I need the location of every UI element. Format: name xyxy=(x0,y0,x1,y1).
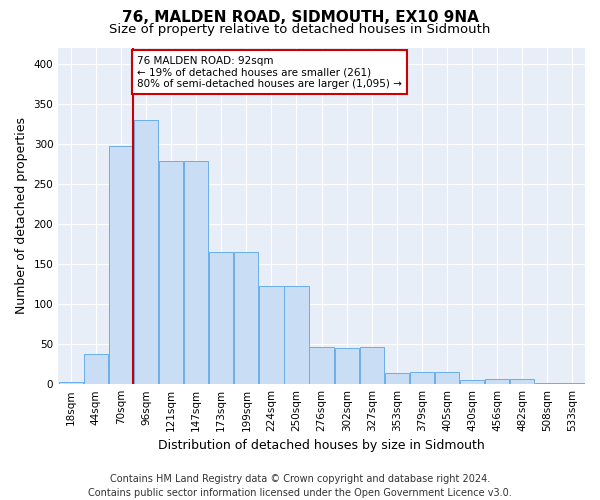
Bar xyxy=(510,380,535,384)
Text: 76 MALDEN ROAD: 92sqm
← 19% of detached houses are smaller (261)
80% of semi-det: 76 MALDEN ROAD: 92sqm ← 19% of detached … xyxy=(137,56,402,88)
Text: Size of property relative to detached houses in Sidmouth: Size of property relative to detached ho… xyxy=(109,22,491,36)
Bar xyxy=(159,162,183,384)
Bar xyxy=(284,286,308,384)
Bar xyxy=(184,162,208,384)
Bar xyxy=(134,120,158,384)
Bar xyxy=(83,354,108,384)
Bar xyxy=(310,348,334,384)
Bar xyxy=(485,380,509,384)
X-axis label: Distribution of detached houses by size in Sidmouth: Distribution of detached houses by size … xyxy=(158,440,485,452)
Bar xyxy=(359,348,384,384)
Text: Contains HM Land Registry data © Crown copyright and database right 2024.
Contai: Contains HM Land Registry data © Crown c… xyxy=(88,474,512,498)
Bar xyxy=(385,373,409,384)
Bar xyxy=(234,252,259,384)
Bar xyxy=(59,382,83,384)
Text: 76, MALDEN ROAD, SIDMOUTH, EX10 9NA: 76, MALDEN ROAD, SIDMOUTH, EX10 9NA xyxy=(122,10,478,25)
Bar xyxy=(109,146,133,384)
Bar xyxy=(435,372,459,384)
Y-axis label: Number of detached properties: Number of detached properties xyxy=(15,118,28,314)
Bar xyxy=(209,252,233,384)
Bar xyxy=(460,380,484,384)
Bar xyxy=(410,372,434,384)
Bar xyxy=(259,286,284,384)
Bar xyxy=(335,348,359,384)
